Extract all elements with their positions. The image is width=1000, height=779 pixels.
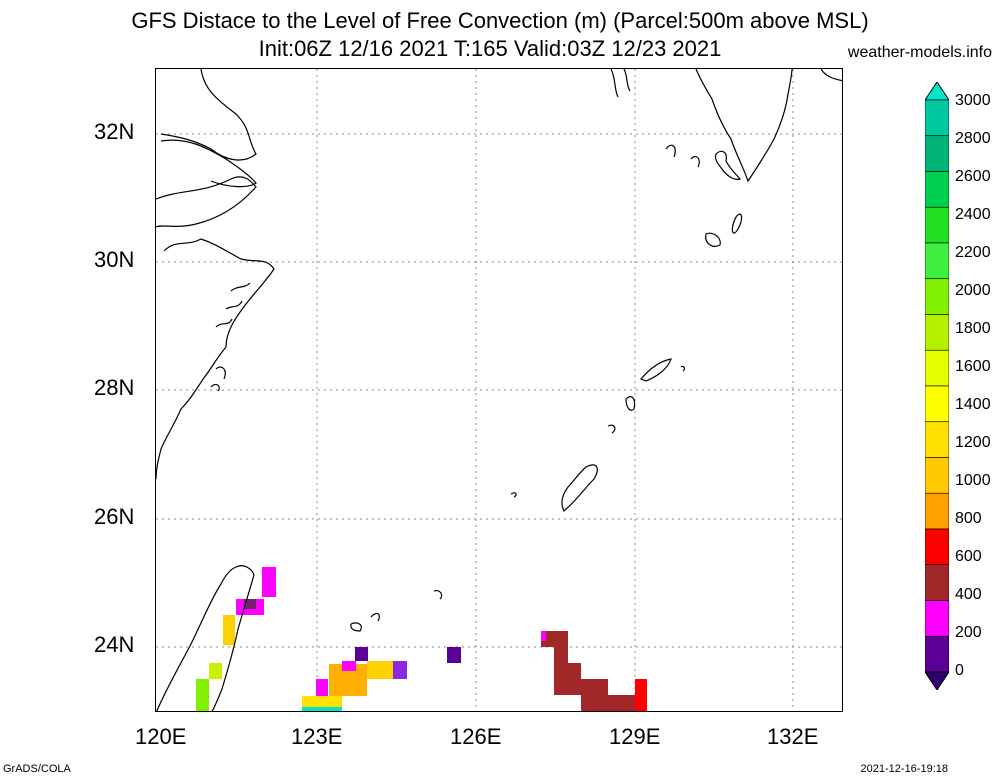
lfc-shading	[196, 567, 647, 711]
coast-okinawa	[561, 464, 598, 513]
colorbar-label: 600	[955, 548, 982, 565]
shade-cell	[342, 661, 356, 671]
coast-islands-zhoushan	[215, 282, 251, 328]
shade-cell	[608, 695, 635, 711]
colorbar-top-arrow	[925, 82, 949, 101]
colorbar-label: 2400	[955, 206, 991, 223]
coast-senkaku	[350, 612, 380, 632]
colorbar-swatch	[925, 492, 949, 530]
map-frame	[155, 68, 843, 712]
coast-islet-3	[607, 424, 616, 434]
colorbar-label: 1600	[955, 358, 991, 375]
coast-nagasaki	[610, 69, 631, 98]
colorbar-swatch	[925, 171, 949, 208]
shade-cell	[244, 599, 256, 609]
coast-islet	[433, 590, 443, 600]
colorbar-swatch	[925, 314, 949, 351]
coast-koshiki	[665, 144, 700, 168]
colorbar-label: 1400	[955, 396, 991, 413]
colorbar-swatch	[925, 421, 949, 458]
map-title: GFS Distace to the Level of Free Convect…	[131, 8, 869, 33]
shade-cell	[302, 707, 342, 711]
colorbar-label: 200	[955, 624, 982, 641]
coast-taiwan	[156, 565, 255, 711]
lon-label-126e: 126E	[450, 724, 502, 749]
colorbar-swatch	[925, 135, 949, 172]
colorbar-bottom-arrow	[925, 671, 949, 690]
gridlines	[156, 69, 842, 711]
coast-islet-2	[510, 492, 517, 498]
colorbar-swatch	[925, 564, 949, 601]
colorbar-label: 1200	[955, 434, 991, 451]
shade-cell	[223, 615, 235, 645]
colorbar-swatch	[925, 528, 949, 566]
lon-label-132e: 132E	[767, 724, 819, 749]
colorbar-swatch	[925, 600, 949, 637]
coast-yakushima	[731, 213, 743, 234]
colorbar-label: 2800	[955, 130, 991, 147]
shade-cell	[447, 647, 461, 663]
colorbar-swatch	[925, 242, 949, 280]
shade-cell	[581, 679, 608, 711]
lat-label-26n: 26N	[94, 504, 135, 529]
colorbar-label: 3000	[955, 92, 991, 109]
shade-cell	[355, 647, 368, 661]
source-label: weather-models.info	[847, 44, 992, 61]
coast-shikoku-edge	[820, 69, 842, 82]
lon-label-129e: 129E	[609, 724, 661, 749]
coast-tanegashima	[705, 232, 721, 247]
coast-east-china	[156, 238, 275, 480]
coastlines	[156, 69, 842, 711]
coast-kyushu	[695, 69, 793, 183]
shade-cell	[541, 631, 546, 641]
footer-timestamp: 2021-12-16-19:18	[860, 763, 948, 775]
shade-cell	[196, 679, 209, 711]
lat-label-24n: 24N	[94, 632, 135, 657]
coast-amami	[640, 358, 672, 382]
colorbar-swatch	[925, 385, 949, 423]
coast-yangtze	[160, 139, 257, 188]
coast-hangzhou	[156, 176, 257, 228]
shade-cell	[262, 567, 276, 597]
shade-cell	[393, 661, 407, 679]
footer-credit: GrADS/COLA	[3, 763, 71, 775]
colorbar-swatch	[925, 206, 949, 244]
colorbar	[925, 82, 949, 690]
lat-label-30n: 30N	[94, 247, 135, 272]
lon-label-123e: 123E	[291, 724, 343, 749]
colorbar-label: 800	[955, 510, 982, 527]
coast-mainland-north	[160, 69, 257, 161]
shade-cell	[635, 679, 647, 711]
coast-islet-4	[625, 396, 636, 411]
colorbar-swatch	[925, 99, 949, 137]
coast-islet-5	[680, 365, 686, 372]
lon-label-120e: 120E	[135, 724, 187, 749]
coast-kagoshima	[714, 150, 742, 180]
lat-label-32n: 32N	[94, 119, 135, 144]
colorbar-swatch	[925, 349, 949, 387]
colorbar-label: 1000	[955, 472, 991, 489]
coast-islands-small	[210, 366, 226, 392]
shade-cell	[209, 663, 222, 679]
colorbar-label: 2200	[955, 244, 991, 261]
colorbar-label: 0	[955, 662, 964, 679]
shade-cell	[554, 663, 581, 695]
shade-cell	[316, 679, 328, 696]
colorbar-label: 1800	[955, 320, 991, 337]
colorbar-label: 2600	[955, 168, 991, 185]
colorbar-label: 400	[955, 586, 982, 603]
map-subtitle: Init:06Z 12/16 2021 T:165 Valid:03Z 12/2…	[258, 36, 722, 61]
colorbar-swatch	[925, 278, 949, 315]
map-canvas	[156, 69, 842, 711]
shade-cell	[554, 647, 568, 663]
colorbar-swatch	[925, 635, 949, 673]
colorbar-swatch	[925, 457, 949, 494]
shade-cell	[541, 631, 568, 647]
colorbar-label: 2000	[955, 282, 991, 299]
lat-label-28n: 28N	[94, 375, 135, 400]
